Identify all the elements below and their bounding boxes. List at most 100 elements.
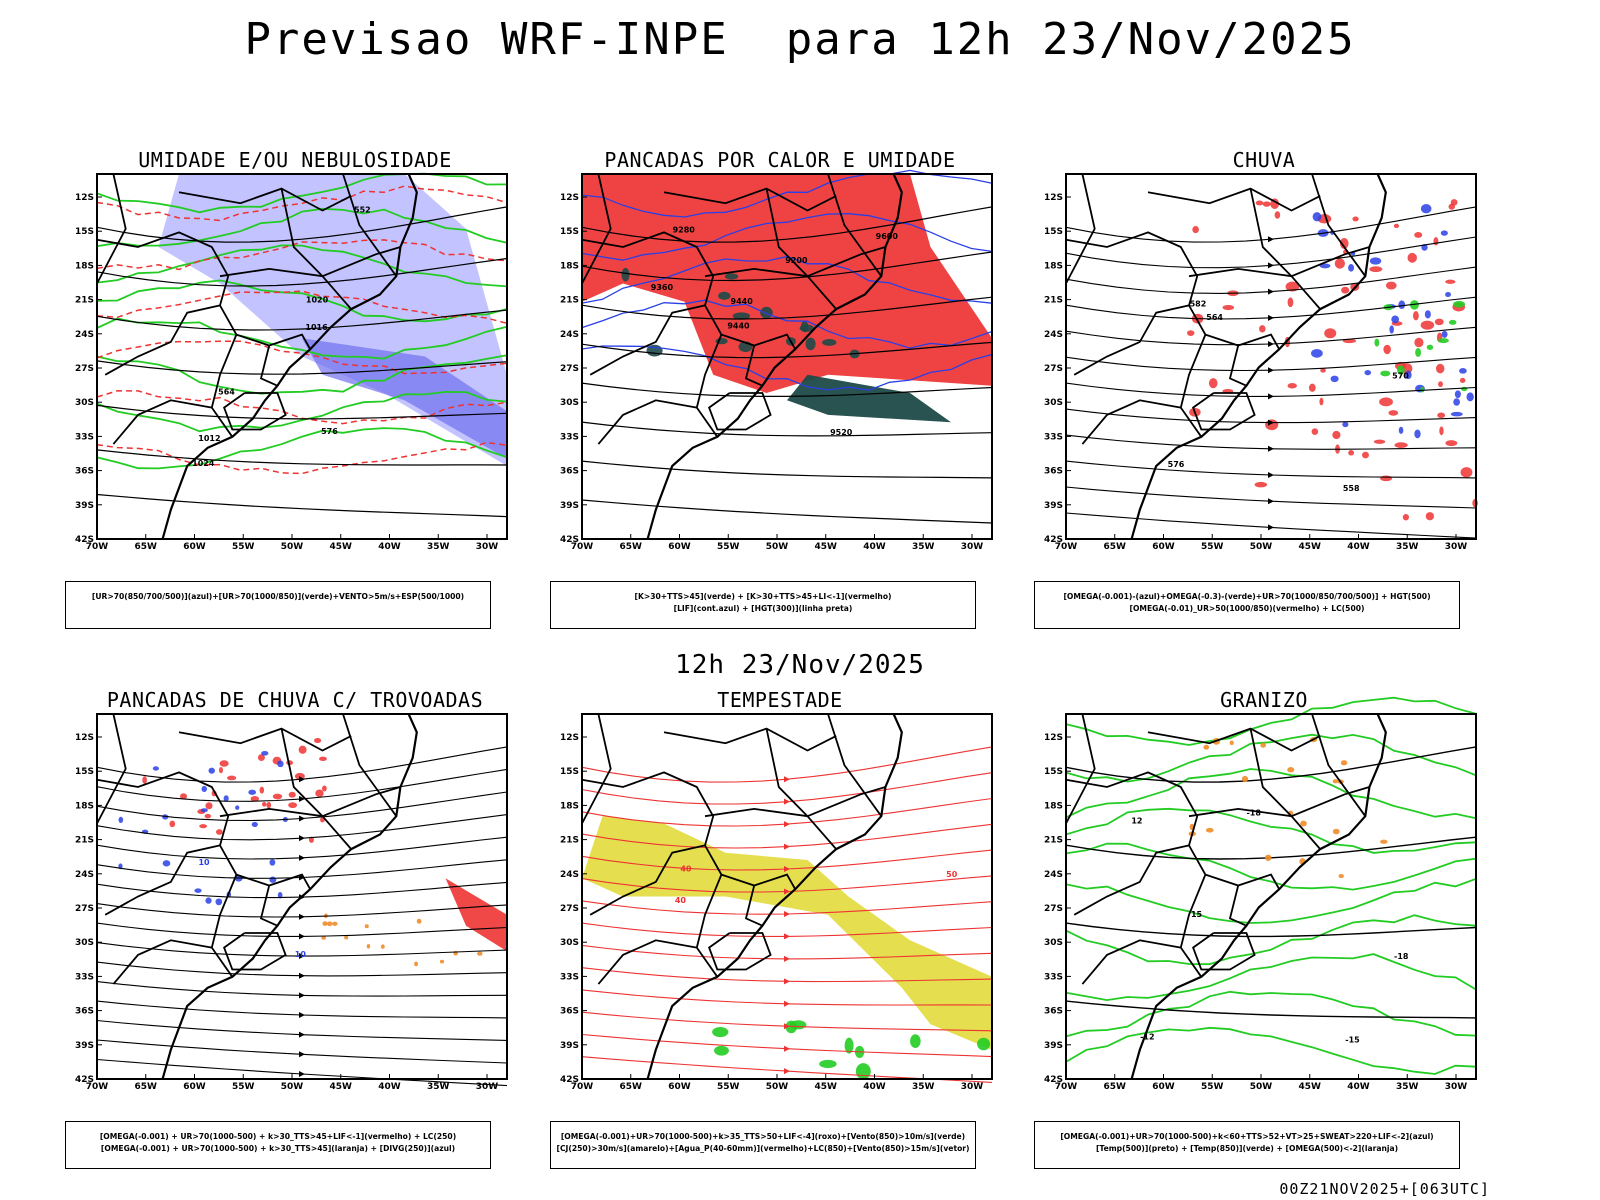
lon-label: 40W <box>863 542 886 552</box>
legend-box: [OMEGA(-0.001) + UR>70(1000-500) + k>30_… <box>65 1121 491 1169</box>
rain-cell <box>1259 325 1266 333</box>
lon-label: 55W <box>232 1082 255 1092</box>
lc250-streamline <box>96 922 508 937</box>
lon-label: 60W <box>1152 1082 1175 1092</box>
lon-label: 70W <box>86 542 109 552</box>
lat-label: 21S <box>75 296 94 306</box>
country-border <box>581 231 796 350</box>
lat-label: 18S <box>75 801 94 811</box>
lon-label: 45W <box>1299 542 1322 552</box>
storm-cell <box>219 760 229 767</box>
hgt500-streamline <box>1065 434 1477 450</box>
humidity-low-contour <box>96 279 508 323</box>
country-border <box>744 345 763 387</box>
storm-cell <box>288 791 296 798</box>
coastline <box>646 713 903 1080</box>
hail-omega-cell <box>1241 775 1249 783</box>
rain-cell <box>1434 318 1444 326</box>
flow-arrow <box>299 776 305 783</box>
contour-label: 564 <box>218 387 235 396</box>
lif-contour <box>581 345 993 391</box>
strong-wind-area <box>819 1059 837 1069</box>
convection-orange-cell <box>416 918 422 924</box>
hgt500-streamline <box>1065 236 1477 269</box>
rain-cell <box>1448 203 1455 210</box>
divergence-cell <box>215 898 223 906</box>
rain-cell <box>1208 378 1218 389</box>
lat-label: 24S <box>75 870 94 880</box>
hail-omega-cell <box>1338 874 1344 879</box>
lat-label: 30S <box>560 938 579 948</box>
rain-cell <box>1311 428 1319 435</box>
flow-arrow <box>784 888 790 895</box>
lc250-streamline <box>96 1019 508 1041</box>
run-timestamp: 00Z21NOV2025+[063UTC] <box>1279 1180 1490 1198</box>
country-border <box>1188 246 1370 278</box>
instability-patch <box>799 324 814 332</box>
lat-label: 39S <box>1044 501 1063 511</box>
convection-orange-cell <box>321 936 327 940</box>
contour-label: 9440 <box>727 321 750 330</box>
lat-label: 33S <box>75 432 94 442</box>
omega-cell <box>1424 310 1431 319</box>
legend-box: [UR>70(850/700/500)](azul)+[UR>70(1000/8… <box>65 581 491 629</box>
rain-cell <box>1262 201 1271 207</box>
jet-stream-area <box>582 816 992 1050</box>
lon-label: 50W <box>281 1082 304 1092</box>
country-border <box>765 188 837 310</box>
divergence-cell <box>201 785 208 793</box>
legend-line: [OMEGA(-0.001) + UR>70(1000-500) + k>30_… <box>100 1144 456 1153</box>
storm-cell <box>205 802 213 810</box>
country-border <box>178 727 352 752</box>
legend-line: [OMEGA(-0.001)-(azul)+OMEGA(-0.3)-(verde… <box>1063 592 1431 601</box>
storm-cell <box>321 785 327 792</box>
country-border <box>1311 713 1367 817</box>
country-border <box>581 713 612 824</box>
lon-label: 35W <box>1396 1082 1419 1092</box>
lat-label: 21S <box>1044 296 1063 306</box>
omega-cell <box>1348 264 1355 272</box>
lif-contour <box>581 213 993 261</box>
country-border <box>704 786 886 818</box>
omega-cell <box>1445 292 1451 298</box>
flow-arrow <box>1268 472 1274 479</box>
omega-cell <box>1311 349 1323 358</box>
strong-omega-cell <box>1448 319 1457 325</box>
lon-label: 45W <box>815 542 838 552</box>
strong-wind-area <box>785 1020 798 1034</box>
contour-label: 10 <box>295 950 307 959</box>
hail-omega-cell <box>1340 760 1348 766</box>
lat-label: 39S <box>75 501 94 511</box>
pressure-isobar <box>96 257 508 287</box>
country-border <box>219 246 401 278</box>
convection-orange-cell <box>366 943 371 949</box>
country-border <box>342 173 398 277</box>
storm-cell <box>218 767 223 774</box>
lat-label: 15S <box>560 767 579 777</box>
lat-label: 36S <box>560 1007 579 1017</box>
rain-cell <box>1414 231 1423 238</box>
rain-cell <box>1373 439 1386 444</box>
hgt300-contour <box>581 251 993 282</box>
legend-box: [OMEGA(-0.001)+UR>70(1000-500)+k>35_TTS>… <box>550 1121 976 1169</box>
omega-cell <box>1450 411 1463 417</box>
storm-cell <box>259 786 265 794</box>
omega-cell <box>1398 426 1404 434</box>
lc850-streamline <box>581 1033 993 1058</box>
lon-label: 30W <box>961 542 984 552</box>
rain-cell <box>1459 377 1466 383</box>
lat-label: 33S <box>560 432 579 442</box>
convection-orange-cell <box>364 924 369 929</box>
lon-label: 60W <box>1152 542 1175 552</box>
lat-label: 33S <box>1044 432 1063 442</box>
lon-label: 45W <box>1299 1082 1322 1092</box>
hail-omega-cell <box>1229 740 1234 746</box>
lon-label: 50W <box>766 542 789 552</box>
flow-arrow <box>299 913 305 920</box>
lon-label: 65W <box>620 1082 643 1092</box>
lon-label: 45W <box>330 542 353 552</box>
lat-label: 27S <box>1044 904 1063 914</box>
rain-cell <box>1425 512 1434 521</box>
country-border <box>827 173 883 277</box>
contour-label: 9200 <box>785 256 808 265</box>
